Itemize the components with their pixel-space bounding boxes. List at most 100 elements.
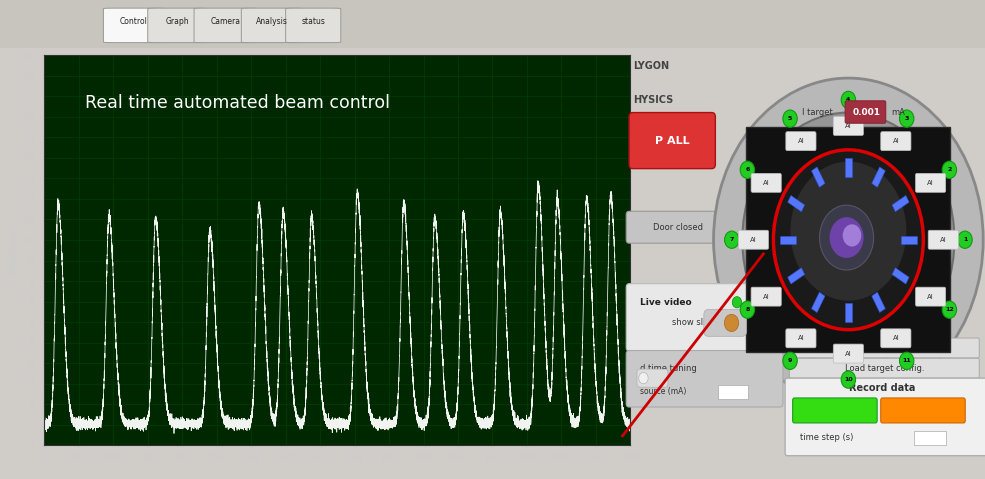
- Text: save target config.: save target config.: [845, 343, 924, 353]
- Text: 9: 9: [788, 358, 792, 364]
- Circle shape: [783, 352, 797, 369]
- Text: Camera: Camera: [211, 17, 240, 26]
- FancyBboxPatch shape: [194, 8, 257, 43]
- Text: P ALL: P ALL: [655, 136, 690, 146]
- FancyBboxPatch shape: [626, 351, 783, 407]
- FancyBboxPatch shape: [626, 211, 729, 243]
- Text: Al: Al: [798, 138, 805, 144]
- Text: 2: 2: [948, 167, 952, 172]
- Circle shape: [899, 110, 914, 127]
- Bar: [812, 167, 825, 187]
- Circle shape: [943, 301, 956, 318]
- Bar: [747, 127, 951, 352]
- Circle shape: [899, 352, 914, 369]
- Text: Al: Al: [927, 180, 934, 186]
- Text: 1: 1: [962, 237, 967, 242]
- FancyBboxPatch shape: [915, 287, 946, 306]
- Text: Al: Al: [845, 351, 852, 356]
- Circle shape: [740, 301, 755, 318]
- Text: 11: 11: [902, 358, 911, 364]
- Text: LYGON: LYGON: [632, 61, 669, 71]
- Text: 0.5: 0.5: [727, 388, 740, 397]
- Text: Al: Al: [751, 237, 756, 243]
- Text: show slice: show slice: [672, 318, 715, 327]
- Bar: [788, 268, 805, 284]
- Text: 0.001: 0.001: [853, 107, 881, 116]
- FancyBboxPatch shape: [752, 173, 781, 192]
- Text: Al: Al: [762, 180, 769, 186]
- FancyBboxPatch shape: [928, 230, 958, 249]
- Circle shape: [829, 217, 864, 258]
- Circle shape: [843, 224, 861, 247]
- FancyBboxPatch shape: [739, 230, 768, 249]
- Text: Analysis: Analysis: [256, 17, 288, 26]
- FancyBboxPatch shape: [789, 358, 979, 378]
- Text: Al: Al: [892, 335, 899, 342]
- Text: 6: 6: [746, 167, 750, 172]
- FancyBboxPatch shape: [881, 398, 965, 423]
- Circle shape: [783, 110, 797, 127]
- Text: Control: Control: [120, 17, 148, 26]
- Text: 8: 8: [746, 307, 750, 312]
- FancyBboxPatch shape: [637, 369, 668, 387]
- Text: Al: Al: [940, 237, 947, 243]
- Text: time step (s): time step (s): [800, 433, 853, 442]
- Circle shape: [790, 161, 906, 301]
- Text: mA: mA: [891, 107, 905, 116]
- Text: Stop: Stop: [910, 405, 936, 415]
- Circle shape: [841, 371, 856, 388]
- Text: Al: Al: [892, 138, 899, 144]
- Text: Al: Al: [762, 294, 769, 300]
- FancyBboxPatch shape: [103, 8, 164, 43]
- Text: 10: 10: [844, 377, 853, 382]
- FancyBboxPatch shape: [833, 344, 864, 363]
- Text: Graph: Graph: [165, 17, 189, 26]
- Text: 5: 5: [788, 116, 792, 121]
- Circle shape: [725, 231, 739, 248]
- Bar: [812, 292, 825, 312]
- Circle shape: [740, 161, 755, 179]
- Text: HYSICS: HYSICS: [632, 95, 673, 105]
- Circle shape: [743, 113, 954, 367]
- Text: d time tuning: d time tuning: [640, 364, 696, 373]
- Bar: [780, 236, 796, 244]
- Text: Al: Al: [845, 123, 852, 129]
- Text: source (mA): source (mA): [640, 387, 687, 396]
- Text: Start: Start: [821, 405, 849, 415]
- Bar: [900, 236, 917, 244]
- FancyBboxPatch shape: [915, 173, 946, 192]
- FancyBboxPatch shape: [833, 116, 864, 136]
- Text: 0.4: 0.4: [924, 433, 937, 443]
- Bar: [892, 195, 909, 212]
- FancyBboxPatch shape: [704, 309, 747, 336]
- Text: 12: 12: [945, 307, 953, 312]
- Bar: [845, 158, 852, 177]
- FancyBboxPatch shape: [881, 329, 911, 348]
- Text: Al: Al: [927, 294, 934, 300]
- FancyBboxPatch shape: [881, 132, 911, 151]
- FancyBboxPatch shape: [845, 101, 886, 123]
- Text: status: status: [301, 17, 325, 26]
- Text: 7: 7: [730, 237, 734, 242]
- Y-axis label: Amplitude: Amplitude: [11, 227, 20, 274]
- FancyBboxPatch shape: [786, 132, 816, 151]
- Bar: [872, 167, 886, 187]
- Text: I target: I target: [802, 107, 832, 116]
- Text: Live video: Live video: [640, 298, 691, 307]
- Circle shape: [957, 231, 972, 248]
- Bar: [872, 292, 886, 312]
- Text: Al: Al: [798, 335, 805, 342]
- Circle shape: [841, 91, 856, 109]
- Text: Door closed: Door closed: [653, 223, 702, 232]
- FancyBboxPatch shape: [786, 329, 816, 348]
- FancyBboxPatch shape: [793, 398, 878, 423]
- Text: Record data: Record data: [849, 384, 916, 393]
- FancyBboxPatch shape: [914, 431, 947, 445]
- FancyBboxPatch shape: [785, 378, 985, 456]
- Circle shape: [820, 205, 874, 270]
- Circle shape: [724, 314, 739, 331]
- Circle shape: [943, 161, 956, 179]
- FancyBboxPatch shape: [286, 8, 341, 43]
- Bar: [788, 195, 805, 212]
- Circle shape: [732, 297, 742, 308]
